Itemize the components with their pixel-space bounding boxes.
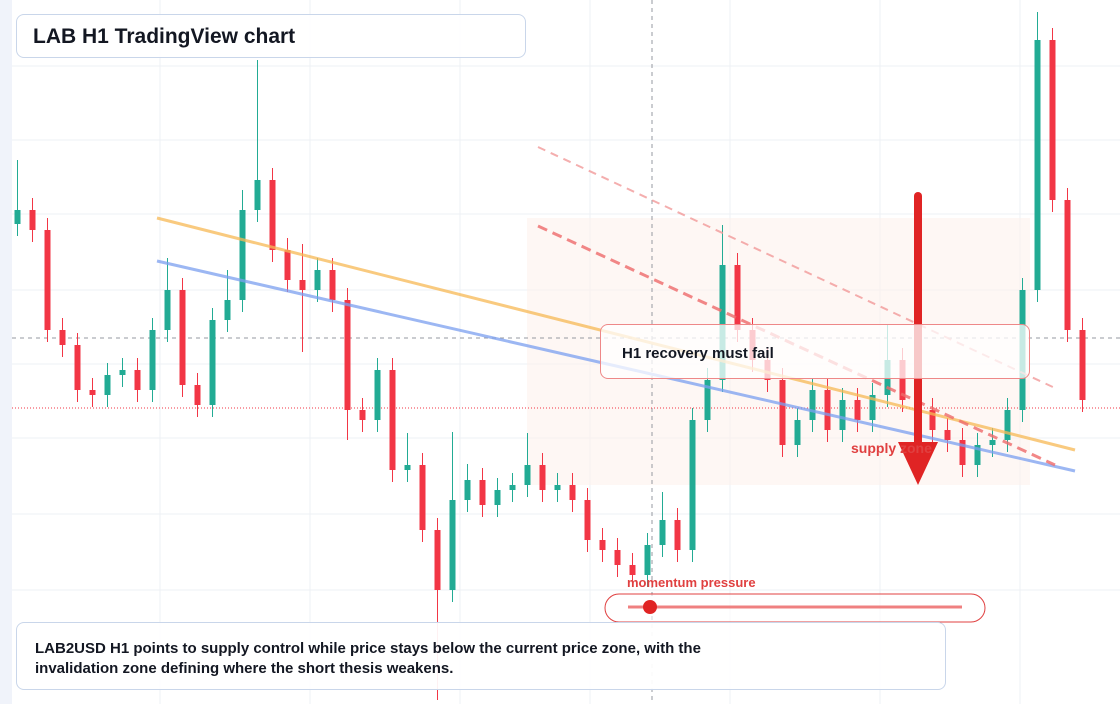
candle-body	[659, 520, 666, 545]
candle-body	[254, 180, 261, 210]
candle-body	[179, 290, 186, 385]
candle-body	[734, 265, 741, 330]
candle-body	[44, 230, 51, 330]
candle-body	[14, 210, 21, 224]
candle-body	[899, 360, 906, 400]
candle-body	[344, 300, 351, 410]
candle-body	[374, 370, 381, 420]
candle-body	[599, 540, 606, 550]
candle-body	[29, 210, 36, 230]
candle-body	[494, 490, 501, 505]
candle-body	[239, 210, 246, 300]
candle-body	[509, 485, 516, 490]
candle-body	[74, 345, 81, 390]
candle-body	[974, 445, 981, 465]
candle-body	[554, 485, 561, 490]
candle-body	[689, 420, 696, 550]
note-box: H1 recovery must fail	[600, 324, 1030, 379]
candle-body	[119, 370, 126, 375]
candle-body	[584, 500, 591, 540]
title: LAB H1 TradingView chart	[33, 25, 296, 48]
channel-line	[537, 146, 1056, 389]
candle-body	[284, 250, 291, 280]
candle-body	[929, 410, 936, 430]
candle-body	[134, 370, 141, 390]
candle-body	[704, 380, 711, 420]
candle-body	[479, 480, 486, 505]
candle-body	[794, 420, 801, 445]
candle-body	[329, 270, 336, 300]
candle-body	[1004, 410, 1011, 440]
candle-body	[1049, 40, 1056, 200]
candle-body	[569, 485, 576, 500]
candle-body	[404, 465, 411, 470]
candle-body	[1064, 200, 1071, 330]
candle-body	[434, 530, 441, 590]
candle-body	[104, 375, 111, 395]
title-box: LAB H1 TradingView chart	[16, 14, 526, 58]
caption: LAB2USD H1 points to supply control whil…	[35, 640, 701, 677]
note: H1 recovery must fail	[622, 345, 774, 362]
candle-body	[194, 385, 201, 405]
candle-body	[209, 320, 216, 405]
candle-body	[269, 180, 276, 250]
candle-body	[389, 370, 396, 470]
zone-label: supply zone	[851, 440, 932, 456]
candle-body	[449, 500, 456, 590]
candle-body	[299, 280, 306, 290]
candle-body	[719, 265, 726, 380]
candle-body	[164, 290, 171, 330]
arrow-head	[898, 442, 938, 485]
candle-body	[359, 410, 366, 420]
candle-body	[1034, 40, 1041, 290]
candle-body	[824, 390, 831, 430]
candle-body	[644, 545, 651, 575]
candle-body	[869, 395, 876, 420]
candle-body	[809, 390, 816, 420]
candle-body	[779, 380, 786, 445]
left-edge	[0, 0, 12, 704]
momentum-label: momentum pressure	[627, 575, 756, 590]
candle-body	[839, 400, 846, 430]
caption-box: LAB2USD H1 points to supply control whil…	[16, 622, 946, 690]
candle-body	[989, 440, 996, 445]
candle-body	[1079, 330, 1086, 400]
candle-body	[854, 400, 861, 420]
candle-body	[314, 270, 321, 290]
momentum-dot	[643, 600, 657, 614]
candle-body	[944, 430, 951, 440]
candle-body	[464, 480, 471, 500]
candle-body	[419, 465, 426, 530]
candle-body	[224, 300, 231, 320]
candle-body	[614, 550, 621, 565]
candle-body	[674, 520, 681, 550]
candle-body	[89, 390, 96, 395]
candle-body	[959, 440, 966, 465]
candle-body	[149, 330, 156, 390]
candle-body	[59, 330, 66, 345]
candle-body	[539, 465, 546, 490]
candle-body	[524, 465, 531, 485]
candle-body	[629, 565, 636, 575]
